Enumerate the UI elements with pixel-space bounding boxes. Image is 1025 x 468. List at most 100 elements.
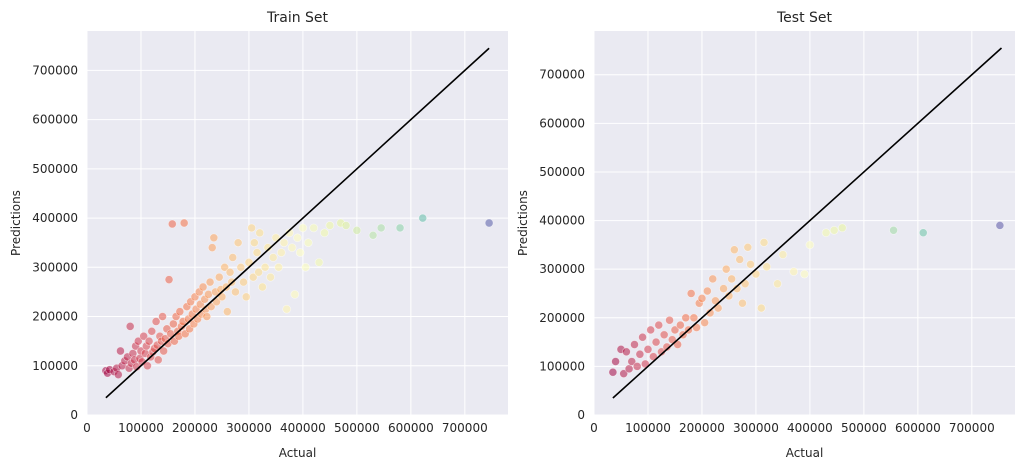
scatter-point (144, 336, 154, 346)
y-tick-label: 400000 (32, 211, 78, 225)
y-tick-label: 600000 (539, 116, 585, 130)
scatter-point (646, 325, 655, 335)
scatter-point (236, 263, 246, 272)
scatter-point (151, 317, 161, 326)
scatter-point (169, 319, 178, 329)
scatter-point (484, 218, 494, 228)
scatter-point (837, 223, 847, 233)
y-tick-label: 700000 (539, 68, 585, 82)
scatter-point (611, 357, 620, 366)
scatter-point (266, 272, 275, 282)
scatter-point (608, 367, 618, 377)
scatter-point (309, 223, 318, 233)
scatter-point (757, 303, 766, 313)
scatter-point (697, 294, 707, 303)
scatter-point (153, 355, 163, 365)
x-tick-label: 200000 (172, 421, 218, 435)
scatter-point (114, 370, 123, 379)
scatter-point (225, 267, 235, 277)
scatter-point (209, 233, 219, 243)
y-tick-label: 200000 (539, 311, 585, 325)
scatter-point (805, 240, 815, 250)
x-tick-label: 0 (83, 421, 91, 435)
scatter-point (638, 332, 647, 342)
x-tick-label: 400000 (280, 421, 326, 435)
scatter-point (635, 349, 645, 359)
scatter-point (800, 269, 809, 279)
scatter-point (624, 364, 634, 374)
x-tick-label: 400000 (787, 421, 833, 435)
scatter-point (139, 331, 148, 341)
scatter-point (277, 248, 286, 257)
scatter-point (279, 238, 289, 247)
scatter-point (705, 308, 715, 318)
scatter-point (248, 272, 258, 282)
scatter-point (220, 263, 229, 272)
scatter-point (689, 313, 699, 323)
chart-panel-2: 0 100000 200000 300000 400000 500000 600000 700… (516, 10, 1015, 460)
x-tick-label: 600000 (895, 421, 941, 435)
scatter-point (622, 347, 631, 357)
y-tick-label: 200000 (32, 310, 78, 324)
scatter-point (179, 218, 189, 228)
scatter-point (143, 361, 152, 371)
scatter-point (995, 221, 1005, 230)
scatter-point (293, 233, 302, 243)
scatter-point (368, 231, 378, 240)
scatter-point (418, 213, 428, 223)
scatter-point (301, 263, 310, 272)
scatter-point (778, 250, 788, 259)
scatter-point (260, 263, 270, 272)
scatter-point (282, 304, 292, 314)
scatter-point (732, 284, 742, 293)
scatter-point (325, 221, 335, 230)
scatter-point (298, 223, 308, 233)
y-axis-label: Predictions (9, 190, 23, 256)
scatter-point (719, 284, 728, 293)
scatter-point (632, 362, 642, 371)
scatter-point (730, 245, 739, 255)
x-tick-label: 500000 (334, 421, 380, 435)
scatter-point (670, 325, 680, 335)
y-tick-label: 0 (70, 408, 78, 422)
y-tick-label: 0 (577, 408, 585, 422)
scatter-point (657, 347, 666, 357)
scatter-point (223, 307, 232, 316)
scatter-point (821, 228, 831, 238)
scatter-point (735, 255, 745, 264)
scatter-point (239, 277, 248, 287)
scatter-point (708, 274, 718, 284)
scatter-point (630, 340, 639, 349)
scatter-point (320, 228, 329, 238)
scatter-point (659, 330, 669, 340)
scatter-point (627, 357, 637, 366)
x-axis-label: Actual (786, 446, 824, 460)
x-tick-label: 200000 (679, 421, 725, 435)
scatter-point (651, 337, 661, 347)
scatter-point (295, 248, 305, 257)
scatter-point (619, 369, 628, 378)
y-tick-label: 500000 (32, 162, 78, 176)
chart-panel-1: 0 100000 200000 300000 400000 500000 600000 700… (9, 10, 508, 460)
scatter-point (258, 282, 267, 292)
x-axis-label: Actual (279, 446, 317, 460)
scatter-point (746, 260, 755, 269)
y-tick-label: 100000 (539, 359, 585, 373)
scatter-point (738, 298, 747, 308)
scatter-point (133, 336, 143, 346)
y-axis-label: Predictions (516, 190, 530, 256)
scatter-point (228, 253, 238, 262)
scatter-point (727, 274, 736, 284)
scatter-point (268, 253, 278, 262)
scatter-point (207, 243, 217, 252)
scatter-point (773, 279, 782, 289)
identity-line (105, 47, 490, 399)
scatter-point (233, 238, 243, 247)
scatter-point (829, 225, 839, 235)
scatter-point (395, 223, 405, 233)
scatter-point (676, 320, 685, 330)
scatter-point (159, 346, 168, 356)
scatter-point (164, 275, 174, 284)
scatter-point (665, 315, 674, 325)
